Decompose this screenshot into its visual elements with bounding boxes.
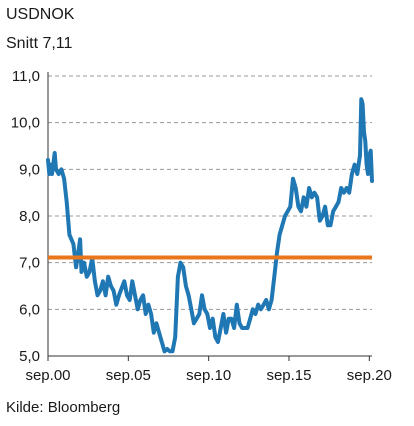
y-tick-label: 7,0 [19,255,40,272]
grid-lines [48,75,372,310]
x-tick-labels: sep.00 sep.05 sep.10 sep.15 sep.20 [25,367,391,384]
x-tick-label: sep.20 [347,367,392,384]
source-note: Kilde: Bloomberg [6,399,121,416]
series-layer [46,97,374,354]
x-tick-label: sep.10 [186,367,231,384]
y-tick-label: 5,0 [19,348,40,365]
y-tick-label: 9,0 [19,161,40,178]
y-tick-label: 10,0 [11,115,40,132]
x-tick-label: sep.15 [266,367,311,384]
usdnok-series-line [46,97,374,354]
axes [47,72,372,361]
chart-title: USDNOK [6,6,75,23]
y-tick-label: 6,0 [19,301,40,318]
y-tick-label: 8,0 [19,208,40,225]
x-tick-label: sep.00 [25,367,70,384]
y-tick-labels: 5,0 6,0 7,0 8,0 9,0 10,0 11,0 [11,68,40,365]
average-subtitle: Snitt 7,11 [6,35,73,52]
x-tick-label: sep.05 [106,367,151,384]
y-tick-label: 11,0 [12,68,40,85]
